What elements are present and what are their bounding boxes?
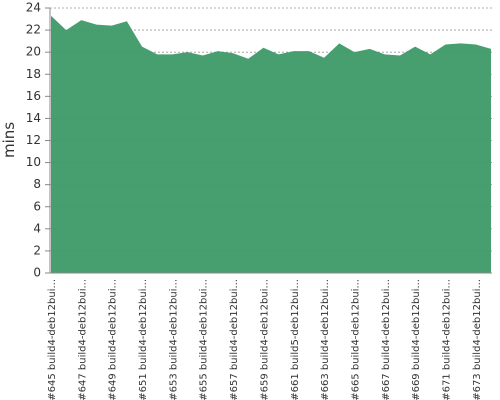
y-axis-label: mins xyxy=(0,122,18,158)
y-tick-label: 20 xyxy=(26,45,41,59)
y-tick-label: 12 xyxy=(26,133,41,147)
x-tick-label: #661 build5-deb12bui... xyxy=(290,279,301,400)
y-tick-label: 10 xyxy=(26,155,41,169)
x-tick-label: #667 build4-deb12bui... xyxy=(381,279,392,400)
x-tick-label: #645 build4-deb12bui... xyxy=(47,279,58,400)
y-tick-label: 24 xyxy=(26,1,41,15)
x-tick-label: #665 build4-deb12bui... xyxy=(350,279,361,400)
x-tick-label: #655 build4-deb12bui... xyxy=(199,279,210,400)
y-tick-label: 0 xyxy=(33,266,41,280)
x-tick-label: #663 build4-deb12bui... xyxy=(320,279,331,400)
y-tick-label: 6 xyxy=(33,199,41,213)
x-tick-label: #659 build4-deb12bui... xyxy=(259,279,270,400)
y-tick-label: 14 xyxy=(26,111,41,125)
y-tick-label: 22 xyxy=(26,23,41,37)
y-tick-label: 18 xyxy=(26,67,41,81)
y-tick-label: 4 xyxy=(33,221,41,235)
y-tick-label: 2 xyxy=(33,243,41,257)
y-tick-label: 16 xyxy=(26,89,41,103)
x-tick-label: #657 build4-deb12bui... xyxy=(229,279,240,400)
x-tick-label: #647 build4-deb12bui... xyxy=(77,279,88,400)
area xyxy=(51,15,491,274)
x-tick-label: #651 build4-deb12bui... xyxy=(138,279,149,400)
x-tick-label: #671 build4-deb12bui... xyxy=(441,279,452,400)
x-tick-label: #669 build4-deb12bui... xyxy=(411,279,422,400)
y-tick-label: 8 xyxy=(33,177,41,191)
x-tick-label: #673 build4-deb12bui... xyxy=(472,279,483,400)
x-tick-label: #649 build4-deb12bui... xyxy=(108,279,119,400)
x-tick-label: #653 build4-deb12bui... xyxy=(168,279,179,400)
